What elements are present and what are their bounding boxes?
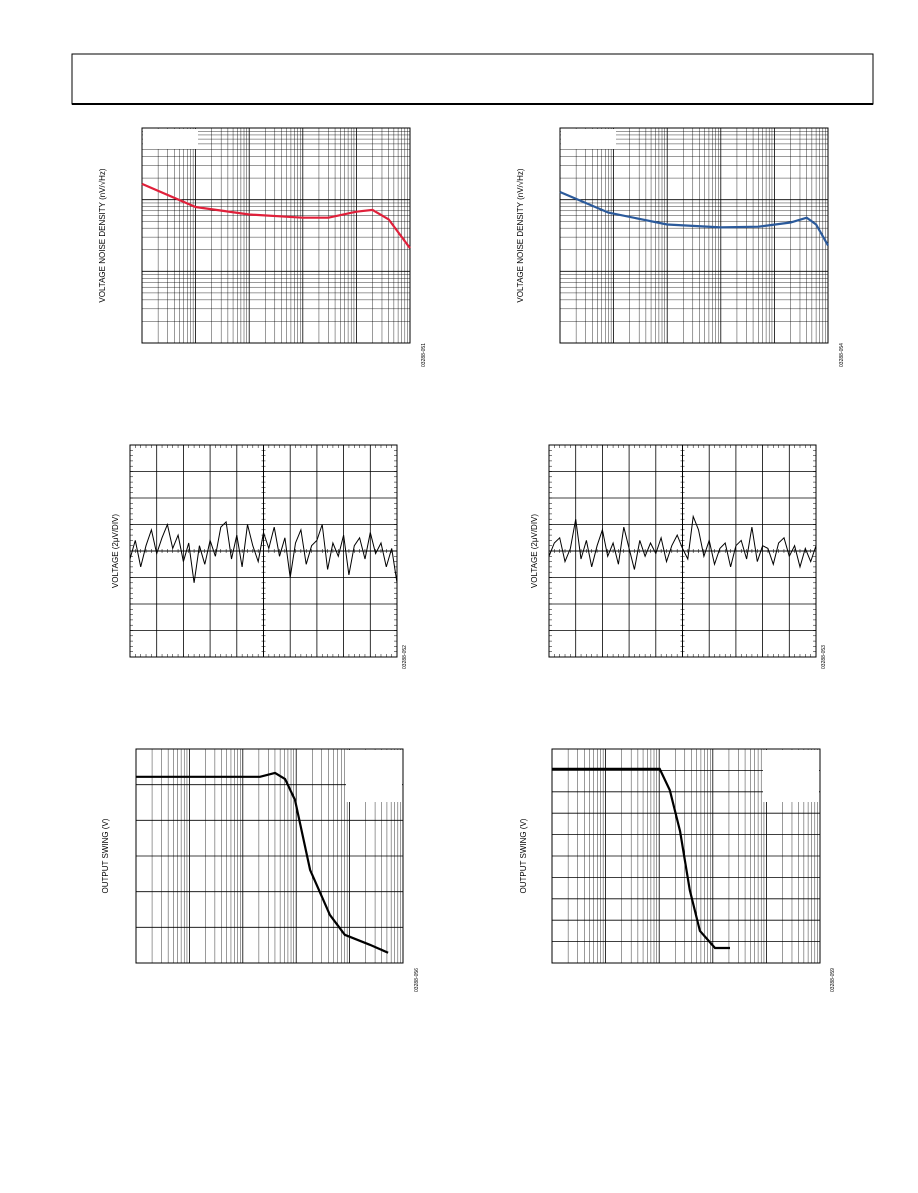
legend-box bbox=[143, 129, 198, 149]
plot-frame bbox=[141, 127, 411, 344]
legend-box bbox=[561, 129, 616, 149]
y-axis-label: OUTPUT SWING (V) bbox=[101, 818, 110, 893]
figure-code: 03288-052 bbox=[402, 645, 408, 669]
y-axis-label: VOLTAGE NOISE DENSITY (nV/√Hz) bbox=[98, 168, 107, 303]
plot-frame bbox=[135, 748, 404, 964]
y-axis-label: VOLTAGE (2μV/DIV) bbox=[111, 514, 120, 588]
figure-code: 03288-059 bbox=[830, 968, 836, 992]
data-line bbox=[552, 767, 730, 950]
y-axis-label: VOLTAGE (2μV/DIV) bbox=[530, 514, 539, 588]
figure-code: 03288-051 bbox=[421, 343, 427, 367]
plot-frame bbox=[559, 127, 829, 344]
data-line bbox=[141, 182, 411, 249]
data-line bbox=[548, 514, 817, 570]
figure-code: 03288-054 bbox=[839, 343, 845, 367]
plot-frame bbox=[551, 748, 821, 964]
plot-frame bbox=[548, 444, 817, 658]
legend-box bbox=[346, 750, 402, 802]
figure-code: 03288-056 bbox=[414, 968, 420, 992]
data-line bbox=[136, 771, 389, 954]
y-axis-label: VOLTAGE NOISE DENSITY (nV/√Hz) bbox=[516, 168, 525, 303]
y-axis-label: OUTPUT SWING (V) bbox=[519, 818, 528, 893]
plot-frame bbox=[129, 444, 398, 658]
header-box bbox=[71, 53, 874, 105]
data-line bbox=[559, 190, 829, 246]
figure-code: 03288-053 bbox=[821, 645, 827, 669]
data-line bbox=[129, 520, 398, 583]
legend-box bbox=[763, 750, 819, 802]
